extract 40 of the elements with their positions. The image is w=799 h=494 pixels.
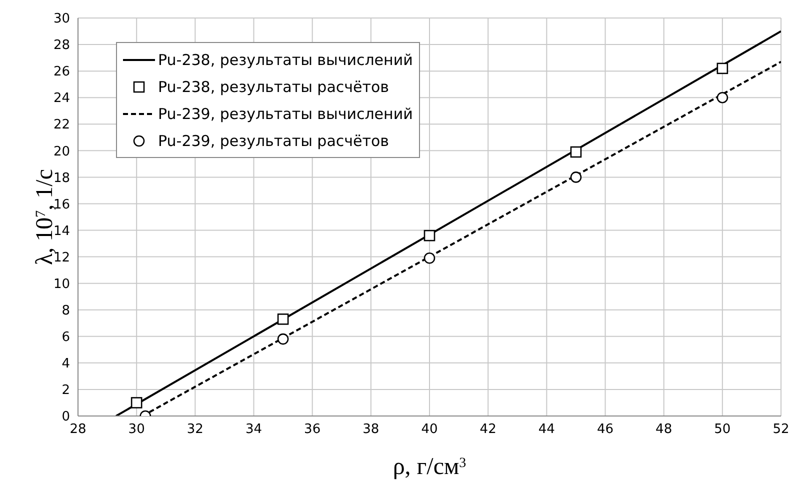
x-tick-label: 46 bbox=[596, 422, 614, 438]
point bbox=[130, 397, 142, 408]
x-tick-label: 34 bbox=[245, 422, 262, 438]
y-tick-label: 20 bbox=[53, 144, 70, 160]
x-tick-label: 44 bbox=[538, 422, 555, 438]
x-tick-label: 38 bbox=[362, 422, 380, 438]
legend-label: Pu-238, результаты вычислений bbox=[158, 50, 413, 68]
y-tick-label: 2 bbox=[62, 383, 70, 398]
y-tick-label: 24 bbox=[53, 91, 70, 106]
point bbox=[570, 172, 582, 183]
x-tick-label: 36 bbox=[304, 422, 321, 438]
point bbox=[277, 333, 289, 345]
x-tick-label: 42 bbox=[480, 422, 496, 438]
point bbox=[570, 146, 582, 158]
y-tick-label: 10 bbox=[53, 276, 70, 292]
y-tick-label: 12 bbox=[53, 250, 70, 266]
y-tick-label: 6 bbox=[62, 330, 70, 346]
point bbox=[424, 230, 436, 242]
legend-label: Pu-239, результаты вычислений bbox=[158, 104, 413, 122]
y-tick-label: 18 bbox=[53, 170, 70, 186]
point bbox=[424, 252, 436, 264]
y-tick-label: 0 bbox=[62, 410, 70, 425]
y-tick-label: 4 bbox=[62, 356, 70, 372]
point bbox=[716, 62, 728, 74]
point bbox=[716, 92, 728, 104]
y-tick-label: 30 bbox=[53, 12, 70, 27]
x-tick-label: 52 bbox=[772, 422, 790, 438]
x-tick-label: 50 bbox=[714, 422, 731, 438]
y-tick-label: 22 bbox=[53, 118, 70, 133]
legend-label: Pu-239, результаты расчётов bbox=[158, 132, 389, 150]
x-tick-label: 32 bbox=[186, 422, 204, 438]
point bbox=[277, 314, 289, 325]
legend-label: Pu-238, результаты расчётов bbox=[158, 78, 389, 96]
y-tick-label: 26 bbox=[53, 64, 70, 80]
x-axis-title: ρ, г/см$^{3}$ bbox=[392, 454, 466, 480]
y-tick-label: 8 bbox=[62, 303, 70, 318]
y-tick-label: 28 bbox=[53, 38, 70, 54]
x-tick-label: 30 bbox=[128, 422, 145, 438]
x-tick-label: 40 bbox=[421, 422, 438, 438]
x-tick-label: 48 bbox=[656, 422, 672, 438]
